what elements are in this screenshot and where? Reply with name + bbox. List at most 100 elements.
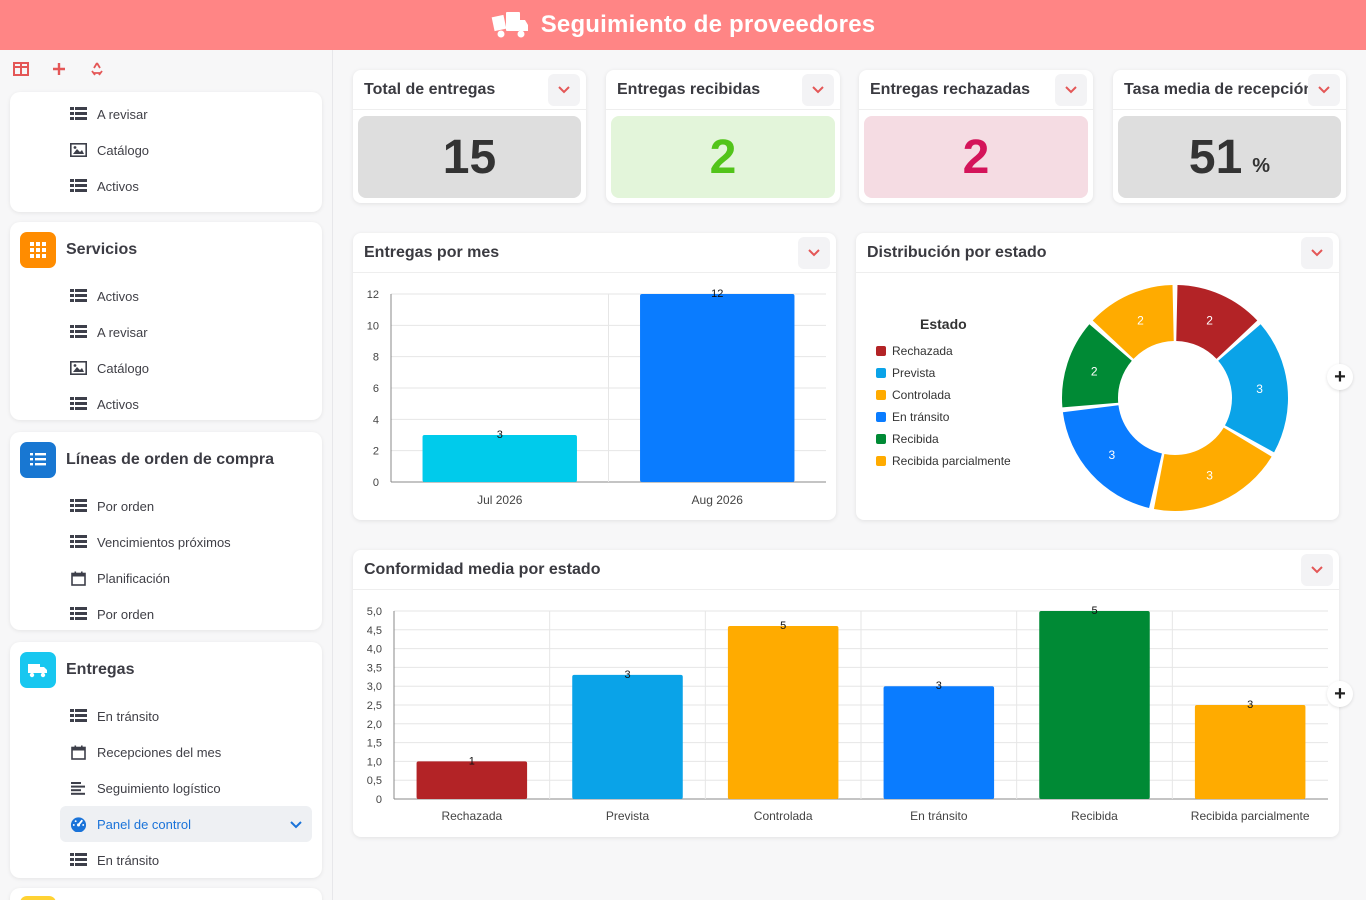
sidebar-item-vencimientos[interactable]: Vencimientos próximos	[10, 524, 322, 560]
y-tick-label: 3,0	[367, 681, 382, 693]
x-tick-label: En tránsito	[910, 809, 968, 823]
y-tick-label: 6	[373, 383, 379, 395]
sidebar-item-catalogo[interactable]: Catálogo	[10, 350, 322, 386]
widget-header: Entregas por mes	[353, 233, 836, 273]
chevron-down-icon[interactable]	[802, 74, 834, 106]
sidebar-item-en-transito[interactable]: En tránsito	[10, 698, 322, 734]
widget-header: Tasa media de recepción	[1113, 70, 1346, 110]
widget-title: Tasa media de recepción	[1124, 80, 1314, 98]
sidebar-item-por-orden[interactable]: Por orden	[10, 596, 322, 632]
bar	[883, 686, 995, 799]
sidebar-item-activos[interactable]: Activos	[10, 386, 322, 422]
x-tick-label: Prevista	[606, 809, 650, 823]
widget-conformidad-media: Conformidad media por estado 0 0,5 1,0 1,5 2…	[353, 550, 1339, 837]
dashboard-icon	[70, 817, 87, 832]
layout-icon[interactable]	[10, 58, 32, 80]
sidebar-section-header[interactable]: Líneas de orden de compra	[10, 432, 322, 488]
table-icon	[70, 289, 87, 303]
sidebar-item-a-revisar[interactable]: A revisar	[10, 314, 322, 350]
sidebar-section-title: Entregas	[66, 661, 135, 678]
y-tick-label: 1,5	[367, 738, 382, 750]
legend-swatch	[876, 434, 886, 444]
sidebar-item-a-revisar[interactable]: A revisar	[10, 96, 322, 132]
chevron-down-icon[interactable]	[1308, 74, 1340, 106]
list-icon	[20, 442, 56, 478]
bar	[572, 674, 683, 799]
sidebar-item-por-orden[interactable]: Por orden	[10, 488, 322, 524]
chevron-down-icon[interactable]	[548, 74, 580, 106]
legend-swatch	[876, 456, 886, 466]
kpi-value-box: 2	[611, 116, 835, 198]
kpi-value: 51	[1188, 130, 1243, 184]
add-widget-button[interactable]: +	[1327, 681, 1353, 707]
y-tick-label: 2,0	[367, 719, 382, 731]
chevron-down-icon[interactable]	[1301, 554, 1333, 586]
bar	[727, 626, 839, 799]
x-tick-label: Recibida parcialmente	[1191, 809, 1310, 823]
sidebar-section-header[interactable]: Entregas	[10, 642, 322, 698]
y-tick-label: 0,5	[367, 775, 382, 787]
kpi-value-box: 15	[358, 116, 581, 198]
sidebar-item-label: En tránsito	[97, 852, 160, 868]
data-label: 3	[497, 429, 503, 441]
sidebar-card-top: A revisar Catálogo Activos	[10, 92, 322, 212]
data-label: 12	[711, 288, 723, 300]
sidebar-item-catalogo[interactable]: Catálogo	[10, 132, 322, 168]
bar	[1039, 611, 1150, 799]
widget-header: Entregas recibidas	[606, 70, 840, 110]
data-label: 3	[1256, 382, 1263, 396]
widget-title: Conformidad media por estado	[364, 560, 601, 578]
sidebar-item-recepciones[interactable]: Recepciones del mes	[10, 734, 322, 770]
pie-slice	[1218, 324, 1288, 453]
kpi-entregas-rechazadas: Entregas rechazadas 2	[859, 70, 1093, 203]
data-label: 2	[1206, 313, 1213, 327]
sidebar-toolbar	[10, 58, 108, 80]
chevron-down-icon[interactable]	[290, 817, 302, 832]
truck-icon	[20, 652, 56, 688]
data-label: 3	[936, 680, 942, 692]
recycle-icon[interactable]	[86, 58, 108, 80]
data-label: 3	[1247, 699, 1253, 711]
sidebar-item-activos[interactable]: Activos	[10, 168, 322, 204]
widget-title: Total de entregas	[364, 80, 496, 98]
chevron-down-icon[interactable]	[798, 237, 830, 269]
calendar-icon	[70, 745, 87, 760]
sidebar-item-label: Seguimiento logístico	[97, 780, 221, 796]
sidebar-section-title: Líneas de orden de compra	[66, 451, 275, 468]
data-label: 1	[469, 755, 475, 767]
sidebar-item-label: Catálogo	[97, 360, 150, 376]
chevron-down-icon[interactable]	[1055, 74, 1087, 106]
image-icon	[70, 361, 87, 375]
pie-slice	[1092, 285, 1174, 359]
y-tick-label: 1,0	[367, 756, 382, 768]
widget-entregas-por-mes: Entregas por mes 0 2 4 6 8 10 12 3 Jul 2026 12 Aug…	[353, 233, 836, 520]
data-label: 2	[1137, 313, 1144, 327]
page-title: Seguimiento de proveedores	[540, 11, 876, 38]
kpi-total-entregas: Total de entregas 15	[353, 70, 586, 203]
sidebar-item-panel-de-control[interactable]: Panel de control	[60, 806, 312, 842]
widget-title: Entregas recibidas	[617, 80, 761, 98]
bar	[1194, 705, 1306, 799]
kpi-value: 2	[962, 130, 990, 184]
add-icon[interactable]	[48, 58, 70, 80]
sidebar-item-planificacion[interactable]: Planificación	[10, 560, 322, 596]
y-tick-label: 8	[373, 352, 379, 364]
sidebar-item-activos[interactable]: Activos	[10, 278, 322, 314]
sidebar-item-seguimiento[interactable]: Seguimiento logístico	[10, 770, 322, 806]
pie-slice	[1176, 285, 1258, 359]
legend-swatch	[876, 412, 886, 422]
chevron-down-icon[interactable]	[1301, 237, 1333, 269]
add-widget-button[interactable]: +	[1327, 364, 1353, 390]
y-tick-label: 4,5	[367, 625, 382, 637]
pie-slice	[1062, 405, 1162, 508]
data-label: 3	[1206, 469, 1213, 483]
chart-entregas-por-mes: 0 2 4 6 8 10 12 3 Jul 2026 12 Aug 2026	[367, 288, 826, 507]
y-tick-label: 4	[373, 414, 379, 426]
sidebar-item-en-transito[interactable]: En tránsito	[10, 842, 322, 878]
sidebar-item-label: En tránsito	[97, 708, 160, 724]
sidebar-section-next	[10, 888, 322, 900]
sidebar-section-header[interactable]: Servicios	[10, 222, 322, 278]
sidebar-item-label: Activos	[97, 178, 139, 194]
x-tick-label: Controlada	[754, 809, 813, 823]
data-label: 2	[1091, 365, 1098, 379]
